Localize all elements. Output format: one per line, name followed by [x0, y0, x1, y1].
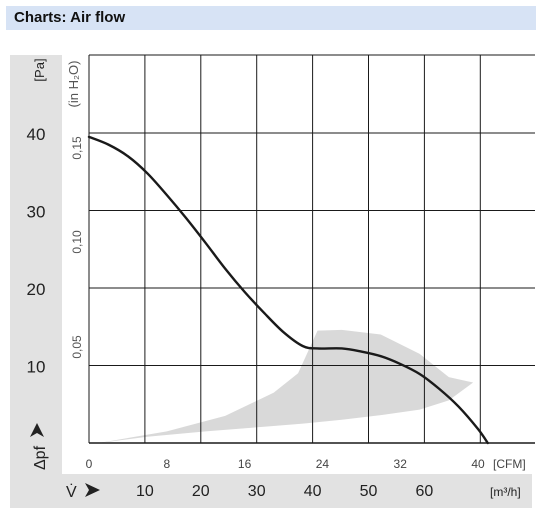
title-bar: Charts: Air flow: [6, 6, 536, 30]
x-tick-label: 32: [394, 457, 408, 471]
y-axis-arrow-icon: [30, 423, 44, 437]
secondary-x-axis-unit-label: [m³/h]: [490, 485, 521, 499]
secondary-y-tick-label: 0,05: [70, 335, 84, 359]
y-tick-label: 30: [27, 203, 46, 222]
operating-band: [98, 329, 474, 443]
secondary-y-tick-label: 0,15: [70, 136, 84, 160]
x-tick-label: 0: [86, 457, 93, 471]
x-tick-label: 16: [238, 457, 252, 471]
secondary-x-tick-label: 20: [192, 483, 210, 500]
y-tick-label: 20: [27, 280, 46, 299]
secondary-x-tick-label: 10: [136, 483, 154, 500]
secondary-x-tick-label: 40: [304, 483, 322, 500]
x-tick-label: 24: [316, 457, 330, 471]
secondary-x-tick-label: 60: [416, 483, 434, 500]
y-tick-label: 40: [27, 125, 46, 144]
x-tick-label: 8: [163, 457, 170, 471]
x-axis-arrow-icon: [85, 483, 100, 497]
secondary-x-axis-symbol: V̇: [66, 483, 77, 501]
secondary-x-tick-label: 50: [360, 483, 378, 500]
x-axis-unit-label: [CFM]: [493, 457, 526, 471]
secondary-y-axis-unit-label: (in H₂O): [66, 61, 81, 108]
secondary-x-tick-label: 30: [248, 483, 266, 500]
air-flow-curve: [87, 135, 489, 445]
secondary-y-tick-label: 0,10: [70, 230, 84, 254]
x-tick-label: 40: [471, 457, 485, 471]
y-axis-unit-label: [Pa]: [32, 58, 47, 81]
bottom-axis-panel: [62, 474, 532, 508]
y-axis-symbol: Δpf: [32, 445, 49, 470]
y-tick-label: 10: [27, 358, 46, 377]
page-title: Charts: Air flow: [14, 9, 126, 26]
